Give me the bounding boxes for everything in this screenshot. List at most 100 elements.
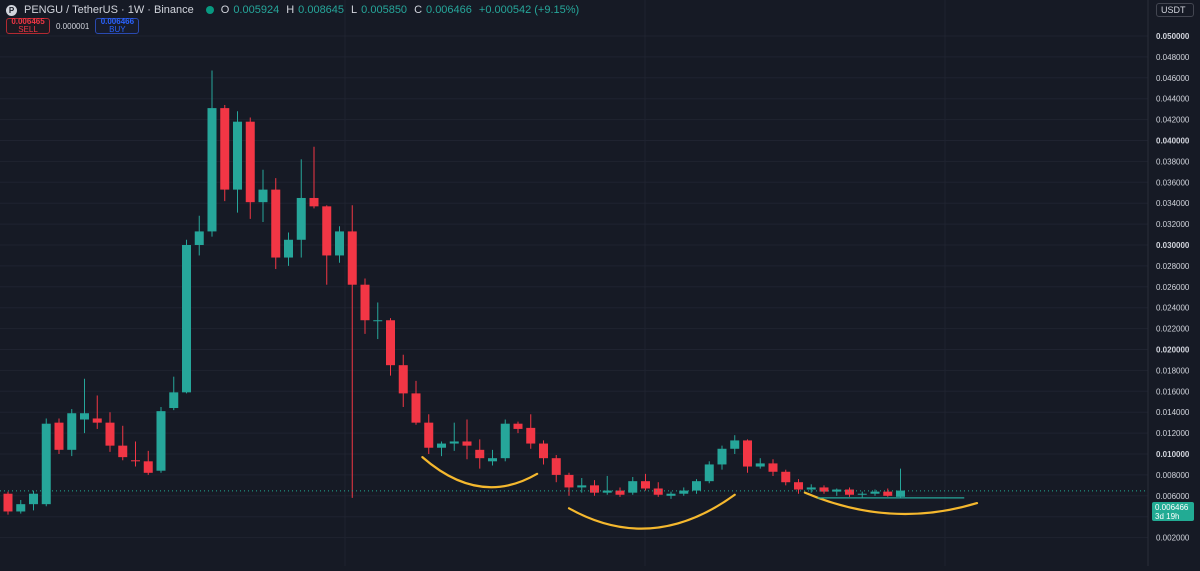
candle[interactable] [335,226,344,263]
candle[interactable] [806,484,816,493]
sell-button[interactable]: 0.006465 SELL [6,18,50,34]
candle[interactable] [54,418,64,454]
candle[interactable] [883,488,893,497]
candle[interactable] [424,414,434,454]
candle-body [870,491,880,494]
candle[interactable] [832,488,842,496]
candle[interactable] [717,445,727,470]
candle[interactable] [615,487,625,497]
candle[interactable] [602,475,612,495]
candle[interactable] [628,476,638,495]
candle[interactable] [398,354,408,407]
candle[interactable] [3,491,13,515]
candle[interactable] [704,461,714,484]
candle[interactable] [794,479,803,494]
candle[interactable] [386,318,395,376]
candle[interactable] [67,409,77,457]
candle[interactable] [564,472,574,496]
candle[interactable] [156,406,166,473]
candle[interactable] [220,104,230,202]
candle-body [182,245,191,393]
candle[interactable] [143,450,153,475]
candle-body [105,422,115,446]
candle[interactable] [539,440,548,465]
candle[interactable] [577,478,587,493]
candle[interactable] [182,239,191,394]
candle[interactable] [194,215,204,256]
candle[interactable] [679,487,689,496]
buy-button[interactable]: 0.006466 BUY [95,18,140,34]
y-tick-label: 0.032000 [1156,220,1190,229]
candle[interactable] [245,117,255,219]
candle[interactable] [526,414,536,449]
candle[interactable] [105,412,115,452]
currency-selector[interactable]: USDT [1156,3,1194,17]
y-tick-label: 0.008000 [1156,471,1190,480]
candle[interactable] [781,469,791,486]
candle[interactable] [169,376,179,411]
candle[interactable] [373,302,383,340]
candle-body [156,411,166,471]
candle[interactable] [551,455,561,483]
candle[interactable] [653,482,663,497]
market-status-icon [205,6,214,14]
candle[interactable] [730,435,740,454]
candle[interactable] [29,490,38,511]
candle-body [398,365,408,394]
candle[interactable] [309,146,319,209]
candle-body [704,464,714,482]
candle[interactable] [16,499,26,514]
candle[interactable] [590,480,599,496]
candle[interactable] [360,278,370,334]
candle-body [54,422,64,450]
candle[interactable] [258,169,268,223]
candle[interactable] [857,491,867,498]
close-label: C [414,4,423,16]
candle[interactable] [41,418,51,507]
candle[interactable] [500,419,510,462]
candle[interactable] [296,159,306,258]
candle-body [743,440,752,467]
candle[interactable] [743,439,752,473]
candle[interactable] [819,485,829,494]
candle[interactable] [666,491,676,499]
candle[interactable] [347,205,357,498]
candle[interactable] [475,439,485,469]
candle[interactable] [92,395,102,429]
candle[interactable] [271,178,281,270]
symbol-title[interactable]: PENGU / TetherUS · 1W · Binance [24,4,194,16]
curve-annotation[interactable] [803,491,979,516]
candle[interactable] [462,419,472,460]
candle[interactable] [896,468,905,498]
candle[interactable] [80,378,89,434]
candle[interactable] [513,421,523,434]
candle[interactable] [488,449,497,466]
candle-body [424,422,434,448]
candle[interactable] [131,441,140,467]
high-label: H [286,4,295,16]
candle-body [335,231,344,256]
y-tick-label: 0.016000 [1156,387,1190,396]
candle[interactable] [118,425,128,461]
curve-annotation[interactable] [421,456,539,489]
candle-body [309,197,319,207]
candle[interactable] [437,441,446,457]
candle[interactable] [449,422,459,451]
candle[interactable] [284,232,293,266]
candle-body [666,493,676,496]
candle-body [220,108,230,190]
candle-body [896,490,905,497]
curve-annotation[interactable] [567,493,736,530]
candle[interactable] [207,70,217,237]
candle[interactable] [768,459,778,476]
candle[interactable] [755,458,765,469]
candle[interactable] [411,380,421,425]
candle[interactable] [870,489,880,496]
candle[interactable] [641,473,650,491]
candle[interactable] [692,479,701,494]
candle[interactable] [845,487,854,497]
candle[interactable] [233,111,242,213]
candle[interactable] [322,205,332,285]
